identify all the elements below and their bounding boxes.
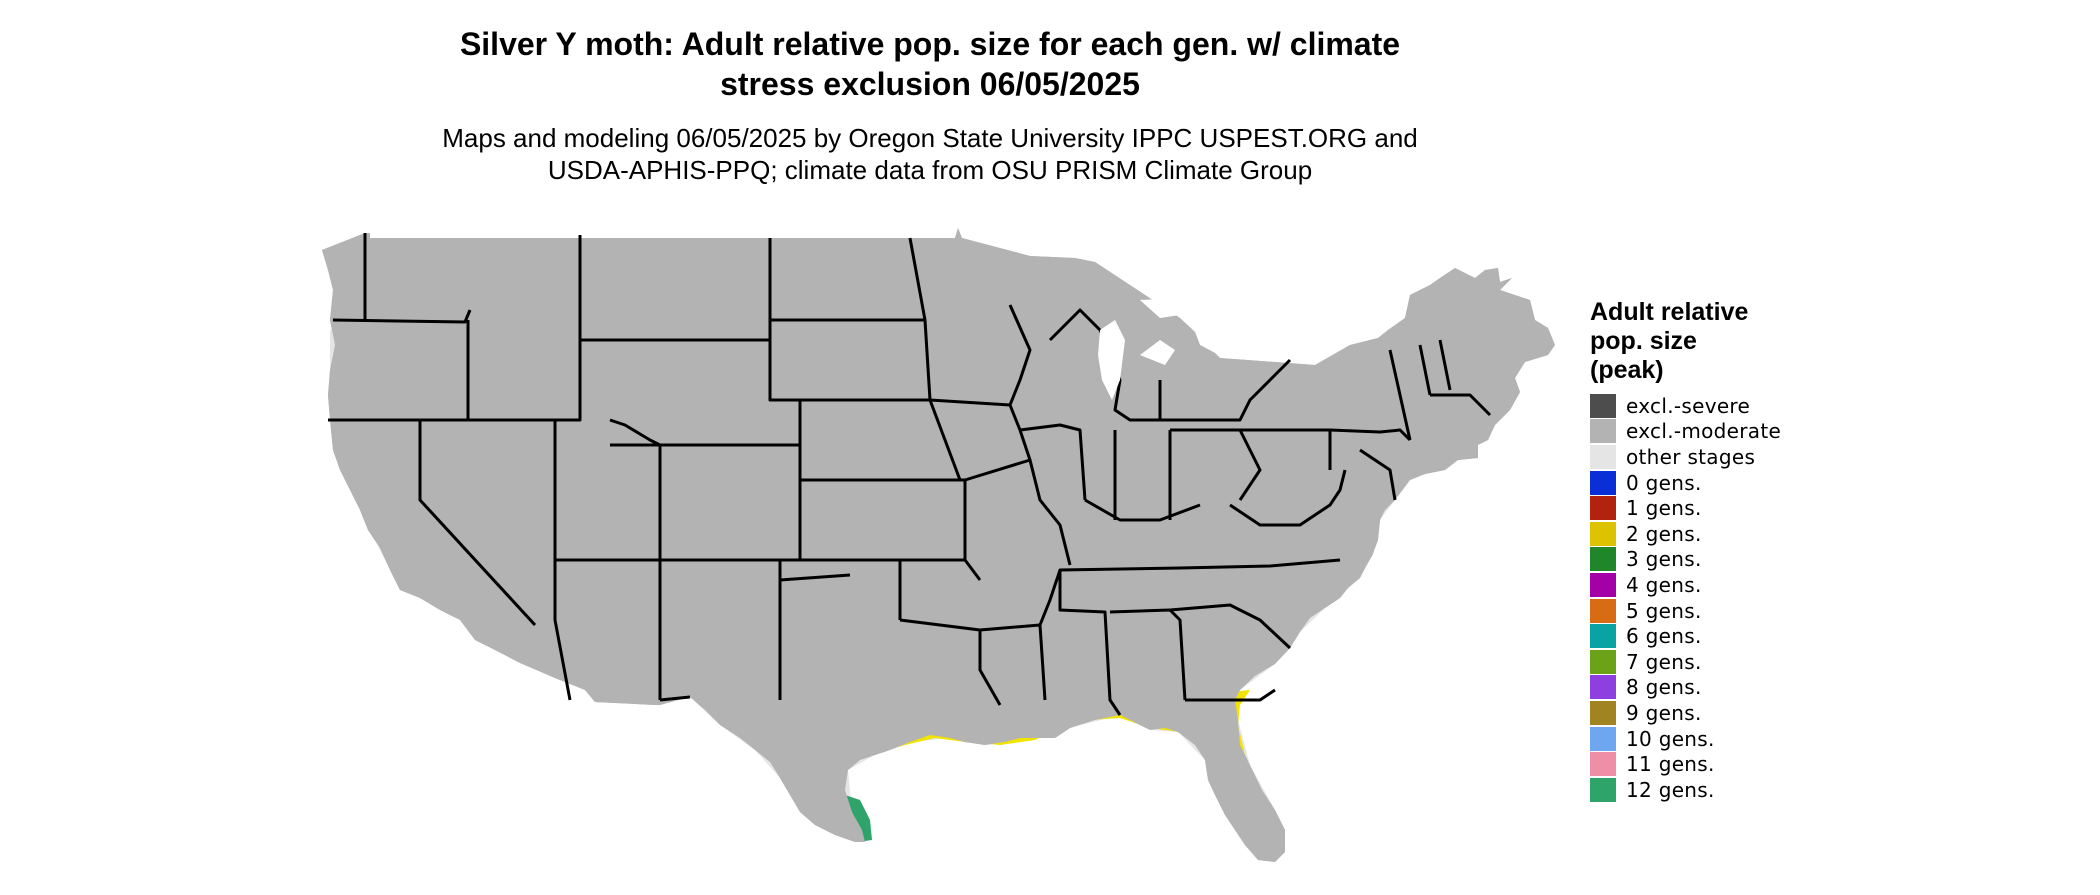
legend-label: 9 gens. [1626,700,1702,725]
legend-title-line3: (peak) [1590,356,1664,384]
great-lakes [1098,298,1200,400]
legend-label: other stages [1626,444,1756,469]
legend-swatch [1590,393,1616,418]
legend-item: 5 gens. [1590,598,1890,624]
legend-item: 9 gens. [1590,700,1890,726]
legend-swatch [1590,470,1616,495]
legend-swatch [1590,572,1616,597]
us-map [320,226,1557,864]
legend-swatch [1590,726,1616,751]
legend-item: 3 gens. [1590,547,1890,573]
legend-swatch [1590,598,1616,623]
legend-swatch [1590,649,1616,674]
map-title-line2: stress exclusion 06/05/2025 [720,66,1140,102]
legend-label: 5 gens. [1626,598,1702,623]
legend-item: 0 gens. [1590,470,1890,496]
legend-label: excl.-moderate [1626,419,1782,444]
legend-item: 1 gens. [1590,495,1890,521]
legend-label: 4 gens. [1626,572,1702,597]
legend-item: 8 gens. [1590,675,1890,701]
legend-title: Adult relative pop. size (peak) [1590,298,1890,385]
legend-item: 12 gens. [1590,777,1890,803]
legend-label: 8 gens. [1626,675,1702,700]
legend-item: 11 gens. [1590,751,1890,777]
legend-label: 7 gens. [1626,649,1702,674]
legend-item: other stages [1590,444,1890,470]
legend-item: excl.-severe [1590,393,1890,419]
legend-label: 1 gens. [1626,496,1702,521]
legend-label: 3 gens. [1626,547,1702,572]
legend-title-line1: Adult relative [1590,298,1749,326]
legend-swatch [1590,444,1616,469]
legend-item: excl.-moderate [1590,419,1890,445]
legend-title-line2: pop. size [1590,327,1697,355]
map-legend: Adult relative pop. size (peak) excl.-se… [1590,298,1890,803]
map-subtitle-line2: USDA-APHIS-PPQ; climate data from OSU PR… [547,155,1313,185]
map-title-line1: Silver Y moth: Adult relative pop. size … [459,26,1401,62]
map-subtitle-line1: Maps and modeling 06/05/2025 by Oregon S… [442,123,1418,153]
legend-swatch [1590,521,1616,546]
legend-swatch [1590,419,1616,444]
legend-label: 11 gens. [1626,752,1715,777]
legend-label: 6 gens. [1626,624,1702,649]
legend-item: 2 gens. [1590,521,1890,547]
legend-label: 2 gens. [1626,521,1702,546]
legend-item: 10 gens. [1590,726,1890,752]
map-subtitle: Maps and modeling 06/05/2025 by Oregon S… [330,122,1530,186]
legend-item: 4 gens. [1590,572,1890,598]
legend-swatch [1590,496,1616,521]
legend-swatch [1590,624,1616,649]
legend-label: excl.-severe [1626,393,1751,418]
legend-item: 7 gens. [1590,649,1890,675]
map-title: Silver Y moth: Adult relative pop. size … [330,24,1530,104]
legend-swatch [1590,547,1616,572]
legend-swatch [1590,752,1616,777]
legend-swatch [1590,777,1616,802]
legend-item: 6 gens. [1590,623,1890,649]
legend-items: excl.-severe excl.-moderate other stages 0 … [1590,393,1890,803]
legend-swatch [1590,700,1616,725]
legend-swatch [1590,675,1616,700]
legend-label: 10 gens. [1626,726,1715,751]
legend-label: 0 gens. [1626,470,1702,495]
state-borders [320,226,1557,864]
legend-label: 12 gens. [1626,777,1715,802]
